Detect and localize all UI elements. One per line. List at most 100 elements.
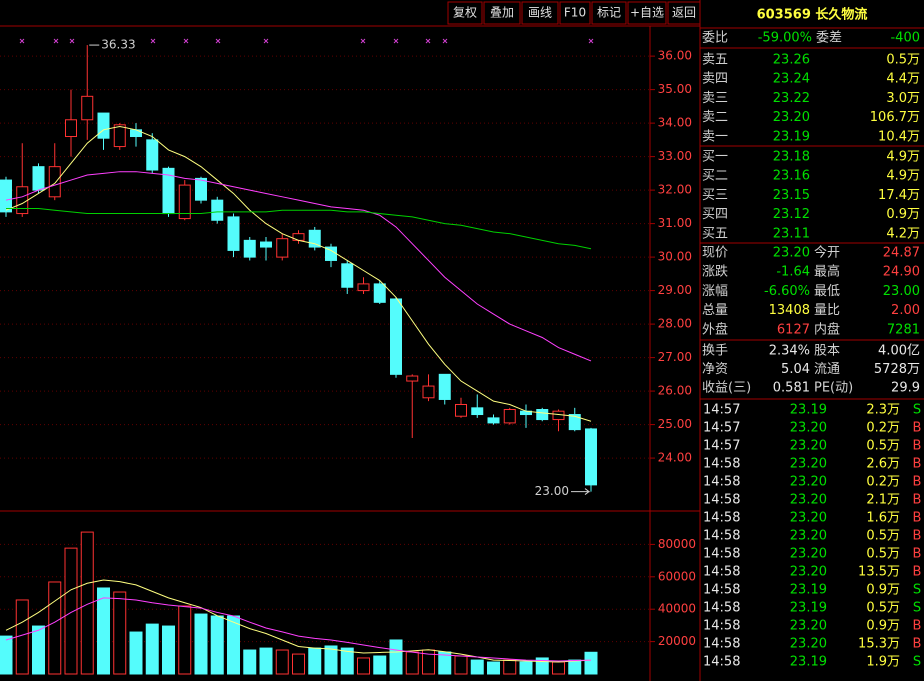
candle-body: [32, 166, 45, 191]
volume-bar: [552, 661, 565, 675]
trade-side: B: [913, 619, 922, 634]
trade-price: 23.20: [790, 637, 827, 652]
annotation: 36.33: [101, 38, 135, 52]
book-label: 买一: [702, 150, 728, 165]
candle-body: [113, 124, 126, 148]
candle-body: [373, 283, 386, 303]
toolbar-button[interactable]: [483, 1, 521, 25]
trade-time: 14:58: [703, 601, 740, 616]
volume-bar: [324, 645, 338, 675]
candle-body: [97, 112, 110, 139]
trade-side: B: [913, 439, 922, 454]
toolbar-label[interactable]: 画线: [528, 6, 552, 20]
toolbar-button[interactable]: [559, 1, 591, 25]
y-tick-label: 25.00: [658, 417, 692, 431]
trade-side: B: [913, 493, 922, 508]
candle-body: [276, 238, 289, 258]
annotation: 23.00: [535, 484, 569, 498]
candle-body: [65, 119, 77, 138]
trade-price: 23.20: [790, 619, 827, 634]
trade-side: B: [913, 475, 922, 490]
trade-price: 23.20: [790, 421, 827, 436]
book-volume: 0.5万: [886, 53, 920, 68]
book-price: 23.22: [773, 91, 810, 106]
trade-volume: 0.2万: [866, 475, 900, 490]
toolbar-button[interactable]: [447, 1, 483, 25]
candle-body: [146, 139, 159, 171]
volume-bar: [48, 581, 62, 675]
volume-bar: [292, 653, 305, 675]
volume-bar: [470, 659, 484, 675]
volume-bar: [32, 625, 45, 675]
book-price: 23.16: [773, 169, 810, 184]
trade-volume: 0.9万: [866, 619, 900, 634]
book-label: 卖一: [702, 129, 728, 144]
ma-line: [6, 208, 592, 250]
volume-bar: [129, 631, 143, 675]
candle-body: [487, 417, 500, 424]
book-volume: 4.9万: [886, 169, 920, 184]
book-price: 23.15: [773, 188, 810, 203]
volume-ma-line: [5, 579, 592, 663]
fund-value: 0.581: [773, 381, 810, 396]
candle-body: [130, 129, 142, 138]
trade-volume: 2.1万: [866, 493, 900, 508]
volume-bar: [97, 587, 110, 675]
candle-body: [308, 229, 321, 248]
toolbar-button[interactable]: [521, 1, 559, 25]
candle-body: [260, 241, 272, 248]
toolbar-button[interactable]: [591, 1, 627, 25]
volume-bar: [227, 615, 240, 675]
volume-bar: [194, 613, 208, 675]
book-price: 23.24: [773, 72, 810, 87]
value: -400: [890, 31, 920, 46]
trade-time: 14:58: [703, 493, 740, 508]
toolbar-button[interactable]: [627, 1, 667, 25]
trade-price: 23.20: [790, 457, 827, 472]
trade-time: 14:58: [703, 655, 740, 670]
volume-bar: [113, 591, 127, 675]
toolbar-button[interactable]: [667, 1, 701, 25]
y-tick-label: 60000: [658, 569, 696, 583]
candle-body: [568, 414, 581, 431]
trade-time: 14:58: [703, 565, 740, 580]
stat-value: 6127: [777, 322, 810, 337]
volume-bar: [389, 639, 403, 675]
book-label: 卖三: [702, 91, 728, 106]
volume-bar: [405, 651, 419, 675]
stat-value: 13408: [769, 303, 810, 318]
book-price: 23.20: [773, 110, 810, 125]
volume-bar: [487, 661, 500, 675]
candle-body: [195, 177, 207, 201]
trade-side: B: [913, 565, 922, 580]
ma-line: [5, 125, 592, 422]
candle-body: [536, 409, 549, 421]
toolbar-label[interactable]: F10: [564, 6, 586, 20]
toolbar-label[interactable]: 返回: [672, 6, 696, 20]
candle-body: [341, 263, 354, 288]
volume-bar: [340, 647, 354, 675]
trade-price: 23.19: [790, 601, 827, 616]
trade-side: S: [913, 655, 921, 670]
trade-side: B: [913, 421, 922, 436]
toolbar-label[interactable]: 标记: [597, 6, 621, 20]
stat-value: -1.64: [776, 265, 810, 280]
volume-bar: [275, 649, 289, 675]
volume-bar: [519, 661, 533, 675]
y-tick-label: 40000: [658, 602, 696, 616]
book-volume: 4.4万: [886, 72, 920, 87]
toolbar-label[interactable]: 复权: [453, 6, 477, 20]
toolbar-label[interactable]: +自选: [630, 6, 664, 20]
trade-side: S: [913, 403, 921, 418]
stat-value: -6.60%: [764, 284, 810, 299]
candle-body: [292, 233, 305, 241]
trade-side: B: [913, 529, 922, 544]
trade-side: B: [913, 547, 922, 562]
annotation-arrow: [571, 488, 591, 495]
ma-line: [5, 171, 592, 362]
event-mark: [263, 38, 269, 44]
toolbar-label[interactable]: 叠加: [490, 6, 514, 20]
trade-price: 23.20: [790, 493, 827, 508]
